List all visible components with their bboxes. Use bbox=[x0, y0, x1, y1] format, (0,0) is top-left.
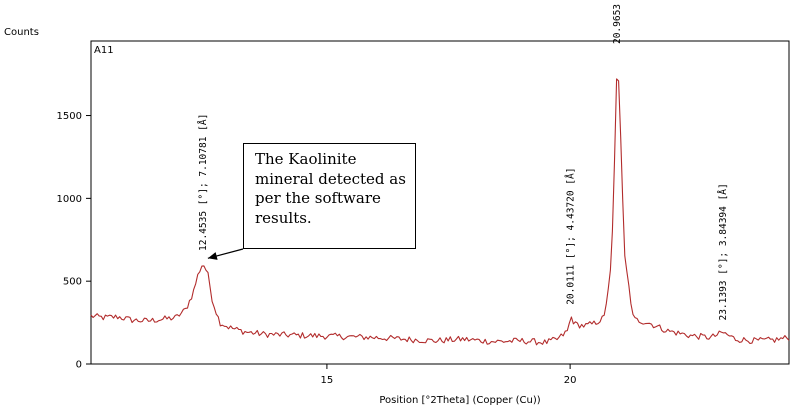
peak-label: 20.0111 [°]; 4.43720 [Å] bbox=[565, 168, 577, 305]
y-tick-label: 0 bbox=[76, 360, 82, 371]
kaolinite-callout: The Kaolinite mineral detected as per th… bbox=[243, 143, 416, 249]
y-tick-label: 500 bbox=[63, 277, 82, 288]
peak-label: 20.9653 [°]; 4.23736 [Å] bbox=[611, 0, 623, 44]
callout-arrowhead bbox=[207, 252, 218, 260]
diffraction-series-line bbox=[90, 78, 790, 346]
chart-title: A11 bbox=[94, 45, 114, 56]
y-axis-ticks: 0 500 1000 1500 bbox=[57, 111, 91, 371]
y-tick-label: 1500 bbox=[57, 111, 82, 122]
y-axis-label: Counts bbox=[4, 27, 39, 38]
plot-frame bbox=[90, 40, 790, 365]
y-tick-label: 1000 bbox=[57, 194, 82, 205]
peak-label: 23.1393 [°]; 3.84394 [Å] bbox=[717, 183, 729, 320]
x-axis-label: Position [°2Theta] (Copper (Cu)) bbox=[379, 395, 540, 406]
x-axis-ticks: 15 20 bbox=[321, 364, 577, 386]
peak-label: 12.4535 [°]; 7.10781 [Å] bbox=[197, 114, 209, 251]
peak-labels: 12.4535 [°]; 7.10781 [Å] 20.0111 [°]; 4.4… bbox=[197, 0, 729, 321]
x-tick-label: 20 bbox=[564, 375, 577, 386]
x-tick-label: 15 bbox=[321, 375, 334, 386]
